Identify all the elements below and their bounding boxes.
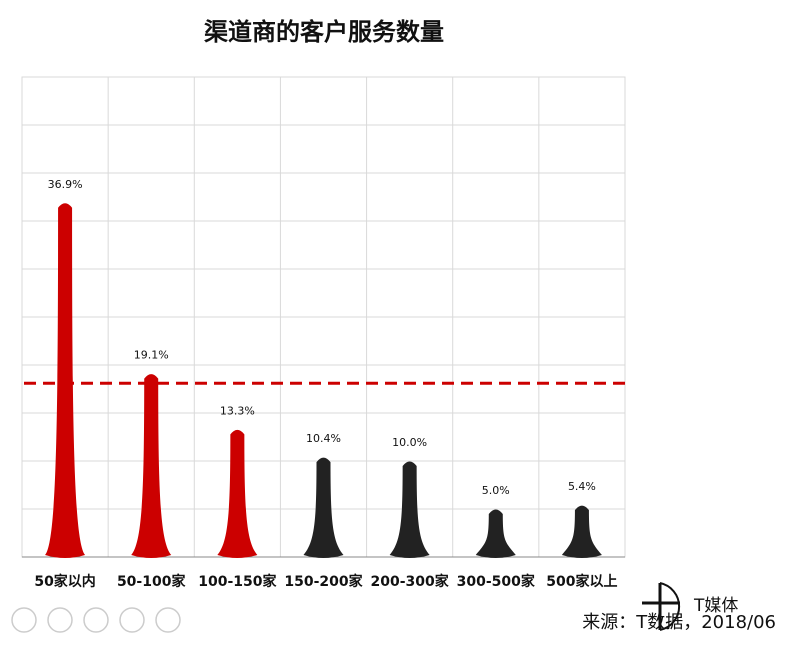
toolbar[interactable] bbox=[11, 607, 181, 633]
x-tick-label: 50-100家 bbox=[117, 573, 187, 590]
x-tick-label: 300-500家 bbox=[457, 573, 536, 590]
spike-bar bbox=[475, 509, 516, 558]
x-tick-label: 200-300家 bbox=[371, 573, 450, 590]
x-tick-label: 150-200家 bbox=[284, 573, 363, 590]
value-label: 13.3% bbox=[220, 404, 255, 417]
spike-bar bbox=[389, 461, 430, 558]
value-label: 5.4% bbox=[568, 480, 596, 493]
spike-bar bbox=[303, 457, 344, 558]
logo bbox=[642, 582, 681, 631]
source-note: 来源：T数据，2018/06 bbox=[582, 612, 776, 633]
x-tick-label: 100-150家 bbox=[198, 573, 277, 590]
spike-bar bbox=[217, 429, 258, 558]
logo-text: T媒体 bbox=[693, 596, 738, 616]
chart-title: 渠道商的客户服务数量 bbox=[204, 18, 444, 46]
spike-bar bbox=[131, 374, 172, 558]
value-label: 10.0% bbox=[392, 436, 427, 449]
value-label: 10.4% bbox=[306, 432, 341, 445]
spike-bar bbox=[561, 505, 602, 558]
value-label: 19.1% bbox=[134, 349, 169, 362]
x-tick-label: 500家以上 bbox=[546, 573, 617, 590]
x-tick-label: 50家以内 bbox=[34, 573, 95, 590]
value-label: 5.0% bbox=[482, 484, 510, 497]
value-label: 36.9% bbox=[48, 178, 83, 191]
spike-bar bbox=[45, 203, 86, 558]
